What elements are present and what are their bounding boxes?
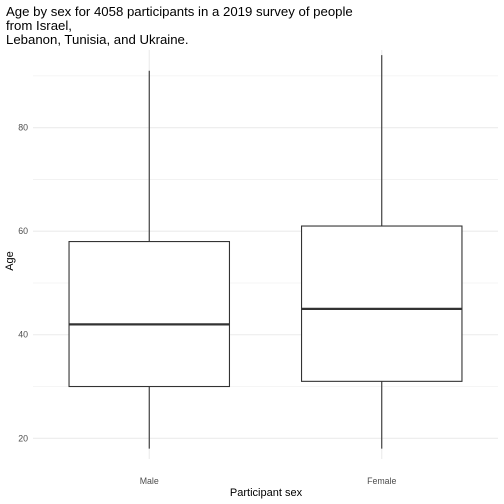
- box-male: [68, 70, 231, 449]
- x-axis-title: Participant sex: [230, 487, 303, 499]
- iqr-box: [68, 241, 231, 388]
- axis-layer: Participant sex Age 20 40 60 80 Male Female: [4, 123, 397, 499]
- x-tick-label: Female: [367, 476, 396, 486]
- chart-title-line-2: from Israel,: [6, 18, 72, 33]
- chart-title-line-1: Age by sex for 4058 participants in a 20…: [6, 4, 353, 19]
- iqr-box: [300, 225, 463, 382]
- y-tick-label: 80: [18, 123, 28, 133]
- y-axis-title: Age: [4, 251, 16, 271]
- chart-title-line-3: Lebanon, Tunisia, and Ukraine.: [6, 32, 189, 47]
- y-tick-label: 60: [18, 226, 28, 236]
- box-female: [300, 55, 463, 449]
- x-tick-label: Male: [140, 476, 159, 486]
- box-layer: [68, 55, 463, 449]
- y-tick-label: 20: [18, 433, 28, 443]
- y-tick-label: 40: [18, 330, 28, 340]
